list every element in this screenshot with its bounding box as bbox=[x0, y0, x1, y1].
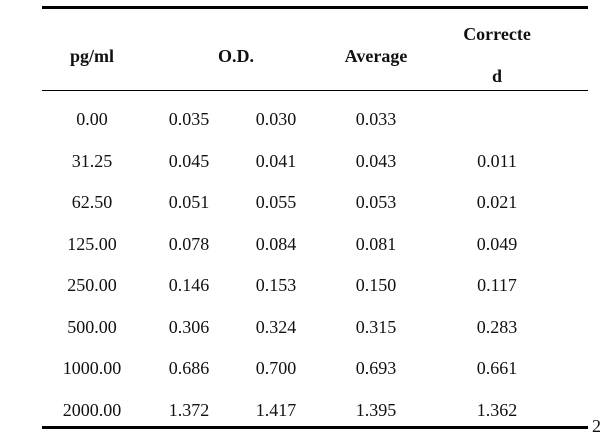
cell-corr: 0.283 bbox=[476, 317, 518, 337]
cell-od2: 0.084 bbox=[255, 234, 297, 254]
header-corrected-line1: Correcte bbox=[463, 24, 531, 44]
table-top-rule bbox=[42, 6, 588, 9]
cell-avg: 0.081 bbox=[355, 234, 397, 254]
cell-avg: 0.043 bbox=[355, 151, 397, 171]
cell-conc: 31.25 bbox=[71, 151, 113, 171]
cell-od1: 0.306 bbox=[168, 317, 210, 337]
cell-avg: 0.150 bbox=[355, 275, 397, 295]
cell-conc: 250.00 bbox=[67, 275, 117, 295]
cell-corr: 0.011 bbox=[477, 151, 517, 171]
cell-od1: 1.372 bbox=[168, 400, 210, 420]
page-number-fragment: 2 bbox=[592, 416, 600, 436]
cell-od2: 0.041 bbox=[255, 151, 297, 171]
cell-od2: 1.417 bbox=[255, 400, 297, 420]
cell-avg: 0.033 bbox=[355, 109, 397, 129]
cell-conc: 1000.00 bbox=[62, 358, 122, 378]
header-separator-rule bbox=[42, 90, 588, 91]
cell-od1: 0.035 bbox=[168, 109, 210, 129]
cell-conc: 125.00 bbox=[67, 234, 117, 254]
cell-corr: 0.049 bbox=[476, 234, 518, 254]
cell-avg: 0.693 bbox=[355, 358, 397, 378]
cell-od1: 0.051 bbox=[168, 192, 210, 212]
cell-od2: 0.324 bbox=[255, 317, 297, 337]
cell-od1: 0.146 bbox=[168, 275, 210, 295]
header-od: O.D. bbox=[218, 46, 254, 66]
cell-avg: 1.395 bbox=[355, 400, 397, 420]
cell-conc: 0.00 bbox=[76, 109, 108, 129]
cell-corr: 0.117 bbox=[477, 275, 517, 295]
cell-od2: 0.153 bbox=[255, 275, 297, 295]
cell-od1: 0.686 bbox=[168, 358, 210, 378]
cell-avg: 0.315 bbox=[355, 317, 397, 337]
header-corrected-line2: d bbox=[491, 66, 503, 86]
cell-avg: 0.053 bbox=[355, 192, 397, 212]
header-average: Average bbox=[344, 46, 408, 66]
cell-od2: 0.030 bbox=[255, 109, 297, 129]
header-concentration: pg/ml bbox=[69, 46, 115, 66]
cell-corr: 0.661 bbox=[476, 358, 518, 378]
cell-od2: 0.700 bbox=[255, 358, 297, 378]
cell-od1: 0.045 bbox=[168, 151, 210, 171]
table-bottom-rule bbox=[42, 426, 588, 429]
cell-conc: 2000.00 bbox=[62, 400, 122, 420]
cell-od1: 0.078 bbox=[168, 234, 210, 254]
cell-od2: 0.055 bbox=[255, 192, 297, 212]
cell-corr: 0.021 bbox=[476, 192, 518, 212]
cell-conc: 500.00 bbox=[67, 317, 117, 337]
cell-corr: 1.362 bbox=[476, 400, 518, 420]
cell-conc: 62.50 bbox=[71, 192, 113, 212]
